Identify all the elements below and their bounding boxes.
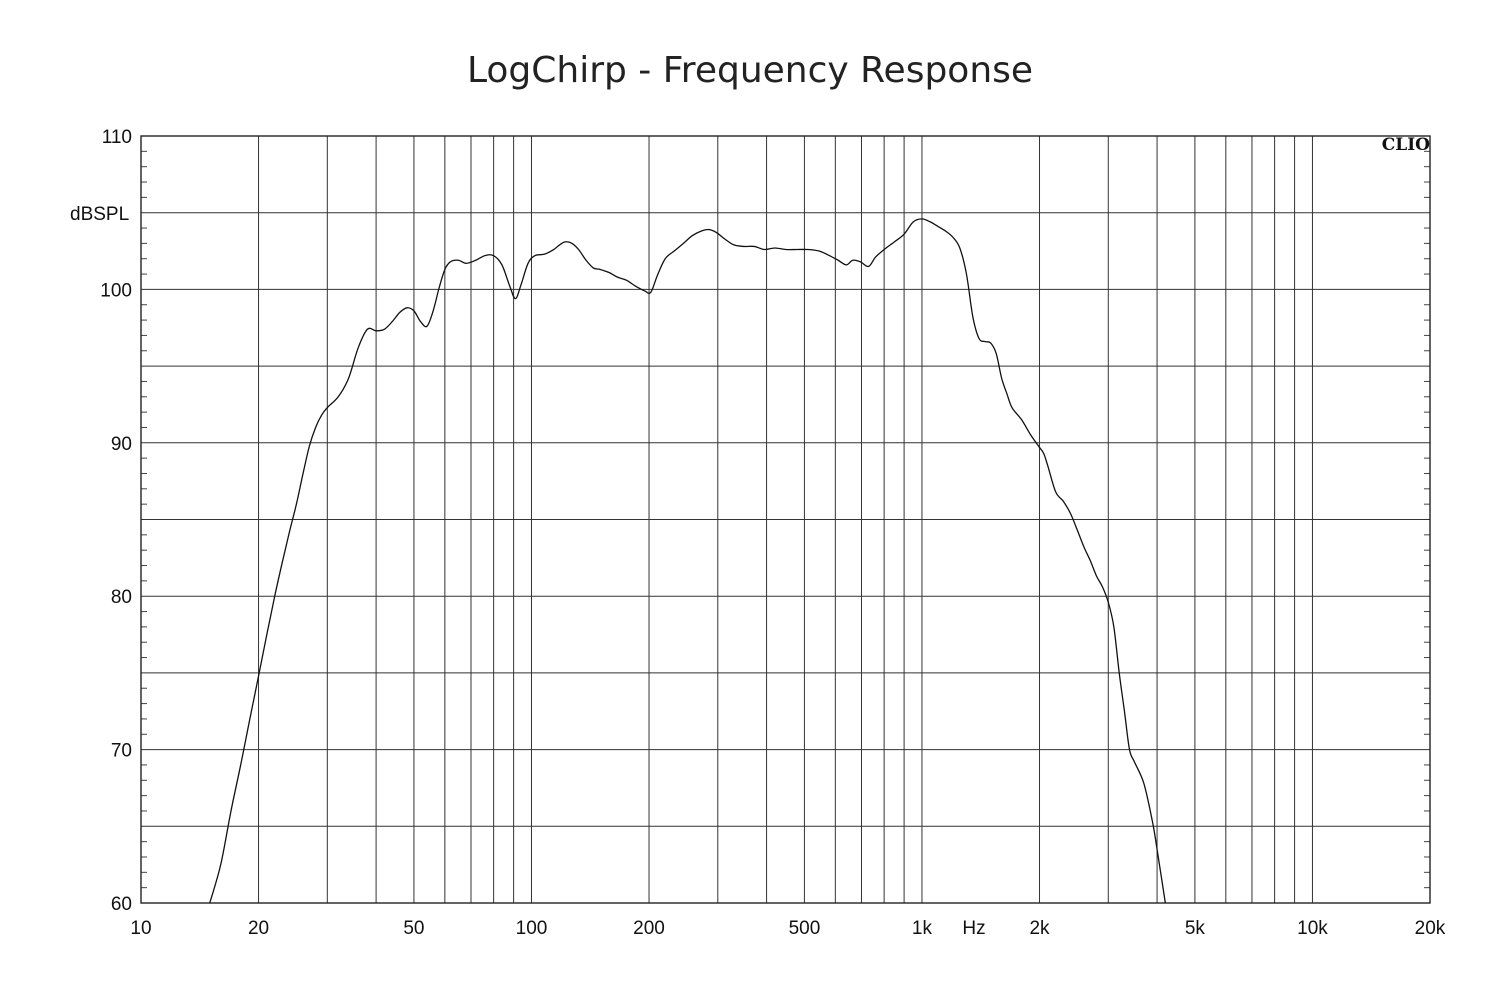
x-tick-label: 1k xyxy=(912,918,933,939)
y-tick-label: 60 xyxy=(111,894,132,915)
y-tick-label: 90 xyxy=(111,434,132,455)
chart-title: LogChirp - Frequency Response xyxy=(466,50,1034,91)
y-tick-label: 100 xyxy=(100,280,132,301)
x-tick-label: 5k xyxy=(1185,918,1206,939)
x-tick-label: 20 xyxy=(248,918,269,939)
minor-tick-marks xyxy=(141,150,1430,889)
response-curve-layer xyxy=(209,218,1166,904)
x-tick-label: 100 xyxy=(516,918,548,939)
y-axis-label: dBSPL xyxy=(70,204,129,225)
y-tick-label: 70 xyxy=(111,741,132,762)
y-tick-label: 110 xyxy=(102,127,132,148)
clio-brand-mark: CLIO xyxy=(1382,135,1430,155)
grid-layer xyxy=(141,135,1431,904)
plot-frame xyxy=(140,135,1431,904)
x-tick-label: 10 xyxy=(130,918,151,939)
y-tick-label: 80 xyxy=(111,587,132,608)
x-tick-label: 500 xyxy=(789,918,821,939)
x-tick-label: 20k xyxy=(1415,918,1446,939)
x-axis-label: Hz xyxy=(962,918,985,939)
frequency-response-line xyxy=(209,218,1166,904)
y-axis-tick-labels: 110 100 90 80 70 60 xyxy=(100,127,132,915)
x-tick-label: 10k xyxy=(1297,918,1328,939)
x-axis-tick-labels: 10 20 50 100 200 500 1k 2k 5k 10k 20k xyxy=(130,918,1445,939)
x-tick-label: 2k xyxy=(1029,918,1050,939)
x-tick-label: 50 xyxy=(403,918,424,939)
x-tick-label: 200 xyxy=(633,918,665,939)
